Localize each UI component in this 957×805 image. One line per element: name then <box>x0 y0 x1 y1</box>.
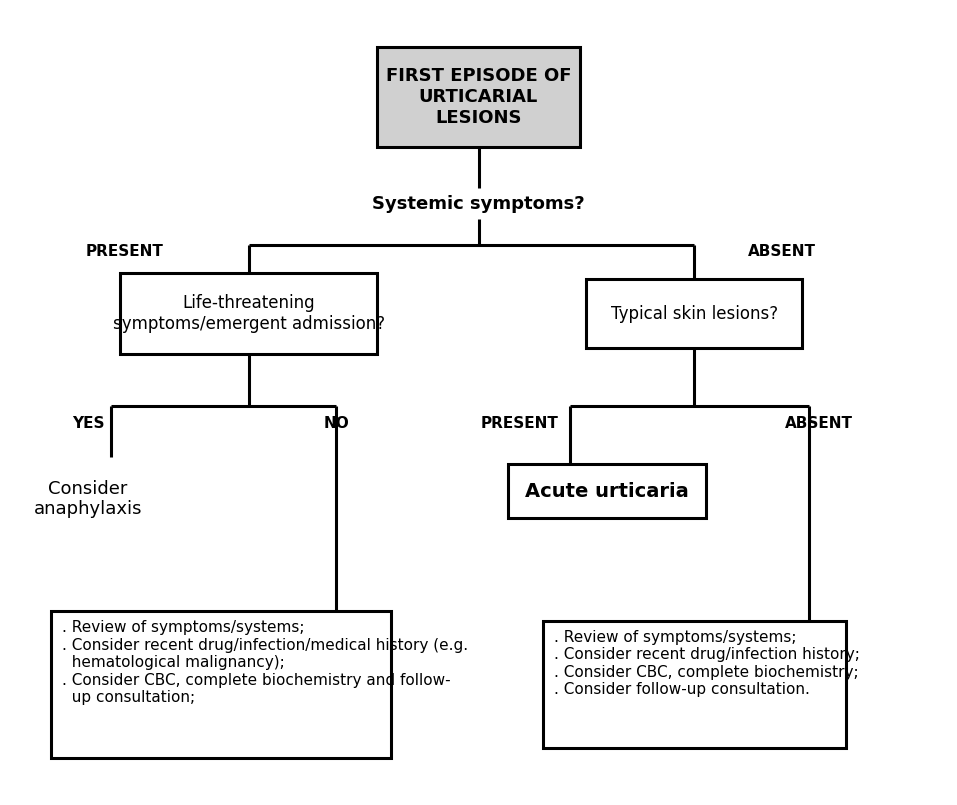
FancyBboxPatch shape <box>508 464 706 518</box>
Text: PRESENT: PRESENT <box>86 244 164 258</box>
FancyBboxPatch shape <box>121 273 377 354</box>
Text: Acute urticaria: Acute urticaria <box>525 482 689 501</box>
Text: Typical skin lesions?: Typical skin lesions? <box>611 304 778 323</box>
Text: YES: YES <box>72 416 104 431</box>
Text: . Review of symptoms/systems;
. Consider recent drug/infection history;
. Consid: . Review of symptoms/systems; . Consider… <box>554 630 859 697</box>
Text: Systemic symptoms?: Systemic symptoms? <box>372 195 585 213</box>
Text: Consider
anaphylaxis: Consider anaphylaxis <box>33 480 143 518</box>
FancyBboxPatch shape <box>52 611 391 758</box>
Text: ABSENT: ABSENT <box>785 416 853 431</box>
Text: . Review of symptoms/systems;
. Consider recent drug/infection/medical history (: . Review of symptoms/systems; . Consider… <box>62 621 468 705</box>
Text: NO: NO <box>323 416 349 431</box>
Text: FIRST EPISODE OF
URTICARIAL
LESIONS: FIRST EPISODE OF URTICARIAL LESIONS <box>386 68 571 127</box>
Text: ABSENT: ABSENT <box>747 244 815 258</box>
FancyBboxPatch shape <box>587 279 802 349</box>
FancyBboxPatch shape <box>543 621 846 749</box>
Text: PRESENT: PRESENT <box>481 416 559 431</box>
FancyBboxPatch shape <box>377 47 580 147</box>
Text: Life-threatening
symptoms/emergent admission?: Life-threatening symptoms/emergent admis… <box>113 295 385 333</box>
